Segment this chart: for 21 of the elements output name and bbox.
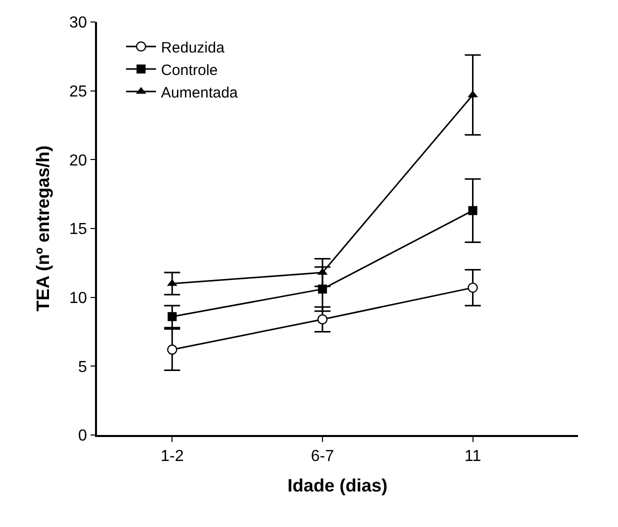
x-tick-label: 1-2: [160, 448, 184, 465]
y-tick-label: 25: [69, 83, 88, 100]
x-tick-label: 6-7: [310, 448, 334, 465]
y-tick-label: 10: [69, 290, 88, 307]
x-tick-label: 11: [464, 448, 482, 465]
point: [168, 312, 177, 322]
legend-label: Reduzida: [161, 39, 226, 56]
y-tick-label: 5: [78, 358, 88, 376]
point: [468, 206, 478, 216]
y-tick-label: 15: [69, 221, 88, 238]
legend-label: Aumentada: [161, 84, 238, 102]
legend-label: Controle: [161, 62, 218, 79]
point: [468, 90, 478, 98]
point: [317, 314, 328, 324]
y-tick-label: 20: [69, 152, 88, 170]
point: [167, 344, 178, 355]
point: [468, 282, 478, 293]
y-axis-title: TEA (nº entregas/h): [32, 146, 53, 312]
y-tick-label: 0: [78, 428, 88, 445]
x-axis-title: Idade (dias): [287, 476, 388, 496]
y-tick-label: 30: [69, 14, 88, 32]
